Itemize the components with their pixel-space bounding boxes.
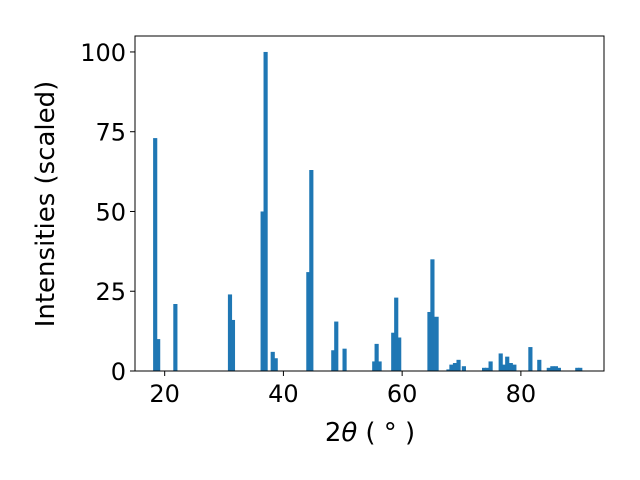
bar bbox=[156, 339, 161, 371]
bar bbox=[430, 259, 435, 371]
bar bbox=[374, 343, 379, 371]
bar bbox=[482, 367, 487, 371]
bar bbox=[537, 359, 542, 371]
bar bbox=[461, 366, 466, 371]
y-axis-ticks: 0 25 50 75 100 bbox=[80, 39, 135, 386]
x-axis-label: 2θ ( ° ) bbox=[325, 418, 415, 448]
bar bbox=[575, 367, 580, 371]
bar bbox=[578, 367, 583, 371]
bar bbox=[334, 321, 339, 371]
bar bbox=[153, 138, 158, 371]
x-axis-label-unit: ( ° ) bbox=[365, 418, 415, 448]
bar bbox=[263, 51, 268, 371]
bar bbox=[484, 367, 490, 371]
y-tick-label: 75 bbox=[95, 119, 126, 147]
bar bbox=[309, 170, 314, 371]
bar bbox=[227, 294, 233, 371]
x-tick-label: 20 bbox=[149, 380, 180, 408]
bar bbox=[488, 361, 493, 371]
bar bbox=[260, 211, 265, 371]
x-tick-label: 60 bbox=[387, 380, 418, 408]
bar bbox=[546, 367, 551, 371]
bar bbox=[306, 272, 311, 371]
bar bbox=[230, 319, 236, 371]
x-axis-ticks: 20 40 60 80 bbox=[149, 371, 536, 408]
bar bbox=[508, 363, 513, 371]
bar bbox=[505, 356, 510, 371]
bar bbox=[456, 359, 461, 371]
bar bbox=[173, 304, 178, 371]
bar bbox=[372, 361, 377, 371]
bar bbox=[452, 363, 458, 371]
y-axis-label: Intensities (scaled) bbox=[31, 81, 61, 328]
x-axis-label-theta: θ bbox=[341, 418, 357, 448]
bar bbox=[449, 364, 454, 371]
bar bbox=[270, 351, 275, 371]
bar bbox=[331, 350, 336, 371]
bar bbox=[556, 367, 561, 371]
bar bbox=[446, 369, 451, 371]
bar bbox=[377, 361, 382, 371]
bar bbox=[498, 353, 503, 371]
bar bbox=[394, 297, 399, 371]
bar bbox=[273, 358, 278, 371]
x-tick-label: 40 bbox=[268, 380, 299, 408]
bar bbox=[342, 348, 347, 371]
bar bbox=[553, 366, 558, 371]
bar bbox=[391, 332, 396, 371]
bar bbox=[427, 311, 432, 371]
y-tick-label: 100 bbox=[80, 39, 126, 67]
bar bbox=[397, 337, 402, 371]
bar bbox=[502, 364, 507, 371]
y-tick-label: 25 bbox=[95, 278, 126, 306]
y-tick-label: 50 bbox=[95, 198, 126, 226]
x-axis-label-main: 2 bbox=[325, 418, 342, 448]
plot-frame bbox=[134, 35, 605, 372]
bar bbox=[434, 316, 439, 371]
y-tick-label: 0 bbox=[111, 358, 126, 386]
bar bbox=[512, 364, 517, 371]
bar bbox=[550, 366, 555, 371]
x-tick-label: 80 bbox=[506, 380, 537, 408]
bar bbox=[528, 347, 533, 371]
bars-group bbox=[153, 51, 583, 371]
